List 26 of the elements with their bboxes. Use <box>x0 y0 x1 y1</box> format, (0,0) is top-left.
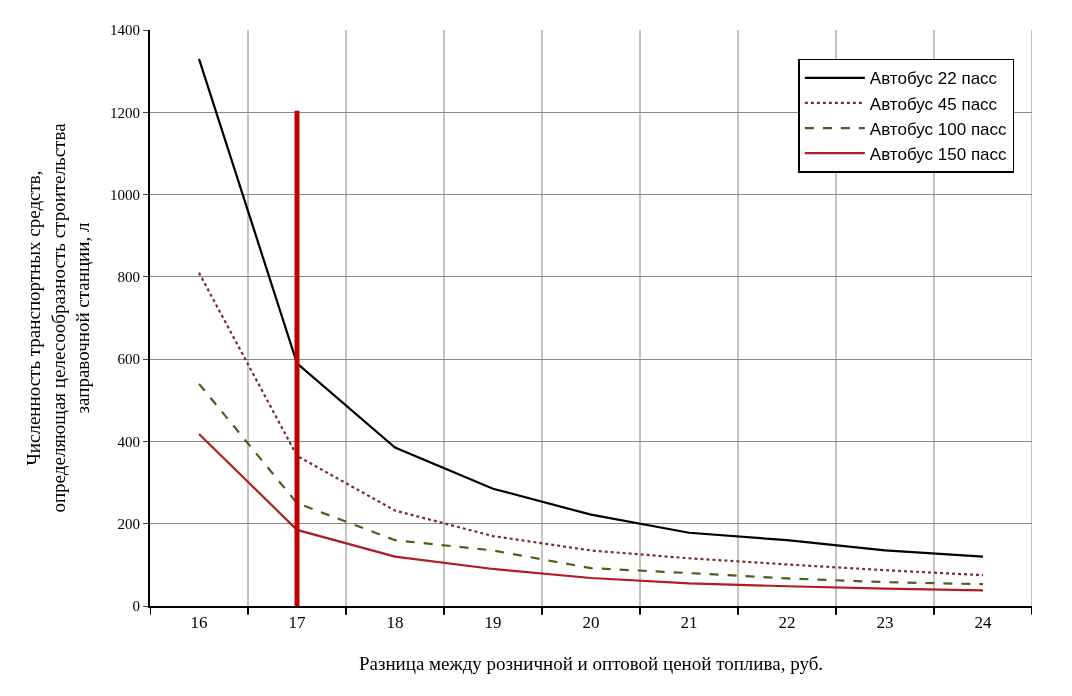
y-tick-label: 600 <box>117 351 140 368</box>
y-axis-title: Численность транспортных средств, определяющая целесообразность строительства заправочной станции, л <box>22 122 94 513</box>
y-tick-label: 800 <box>117 269 140 286</box>
x-tick-label: 21 <box>680 613 698 633</box>
x-tick-label: 23 <box>876 613 894 633</box>
x-tick-label: 19 <box>484 613 502 633</box>
legend-label: Автобус 45 пасс <box>869 94 998 114</box>
x-tick-label: 20 <box>582 613 600 633</box>
legend-label: Автобус 100 пасс <box>869 119 1008 139</box>
y-tick-label: 1400 <box>110 22 140 39</box>
y-tick-label: 1200 <box>110 104 140 121</box>
line-series <box>197 271 985 577</box>
y-tick-label: 200 <box>117 515 140 532</box>
x-tick-label: 24 <box>974 613 992 633</box>
line-series <box>197 382 985 586</box>
legend-label: Автобус 22 пасс <box>869 69 998 89</box>
x-tick-label: 17 <box>288 613 306 633</box>
x-tick-label: 18 <box>386 613 404 633</box>
line-series <box>197 432 985 592</box>
y-tick-label: 1000 <box>110 186 140 203</box>
x-tick-label: 22 <box>778 613 796 633</box>
y-tick-label: 400 <box>117 433 140 450</box>
x-tick-label: 16 <box>190 613 208 633</box>
y-tick-label: 0 <box>132 598 140 615</box>
legend-label: Автобус 150 пасс <box>869 144 1008 164</box>
x-axis-title: Разница между розничной и оптовой ценой топлива, руб. <box>358 652 824 674</box>
